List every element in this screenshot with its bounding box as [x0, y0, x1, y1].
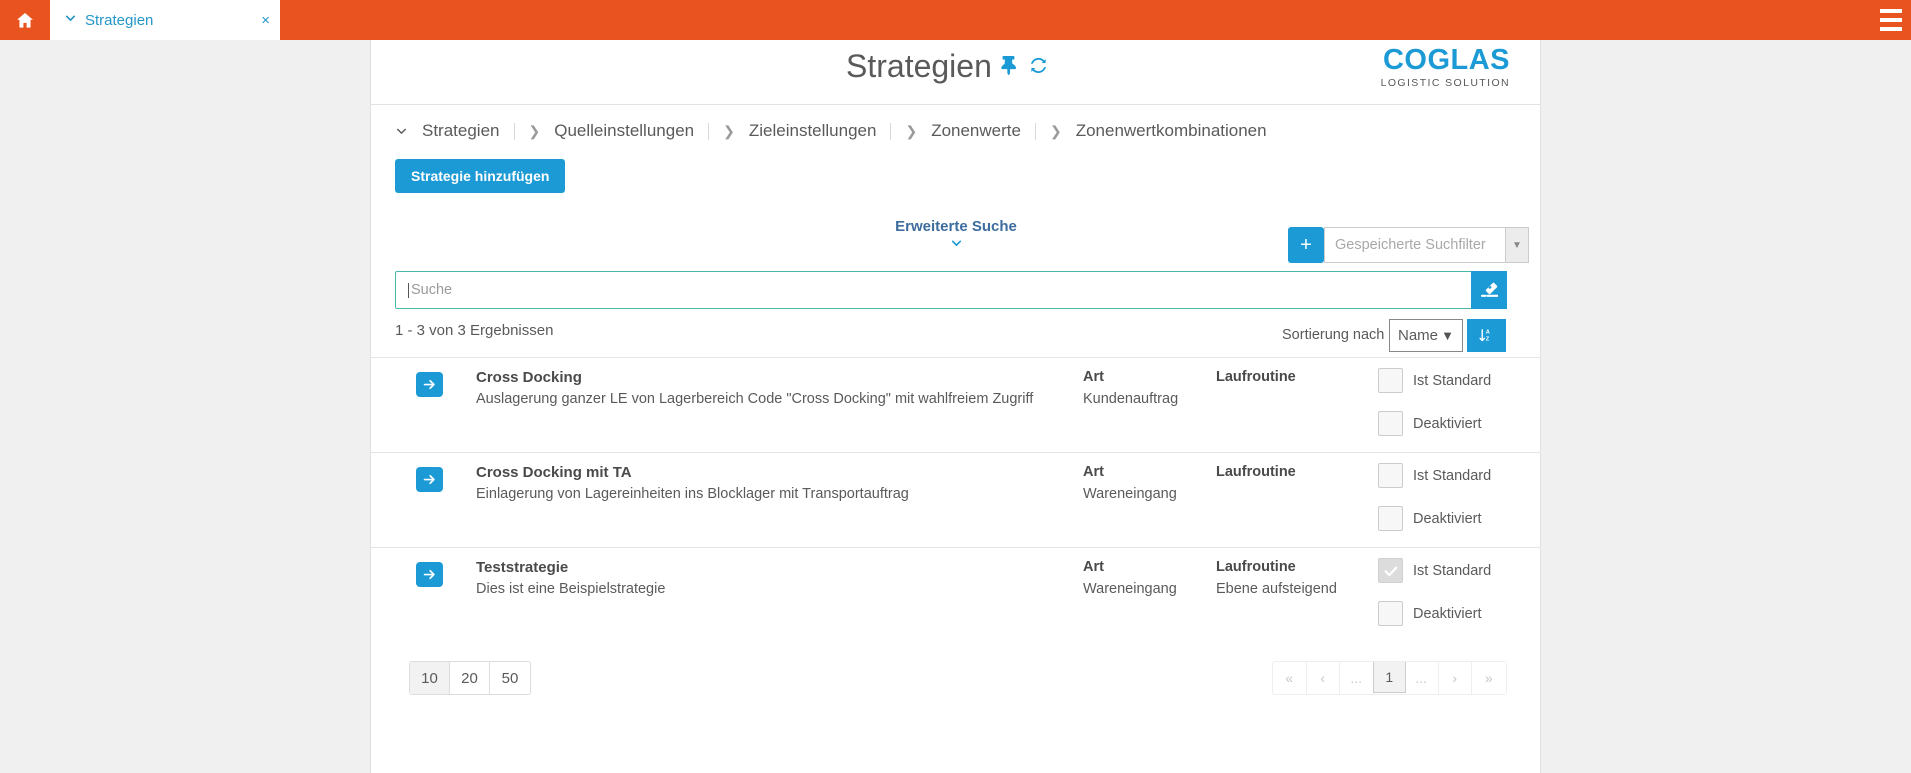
svg-text:Z: Z — [1486, 336, 1490, 342]
svg-text:A: A — [1486, 329, 1490, 335]
